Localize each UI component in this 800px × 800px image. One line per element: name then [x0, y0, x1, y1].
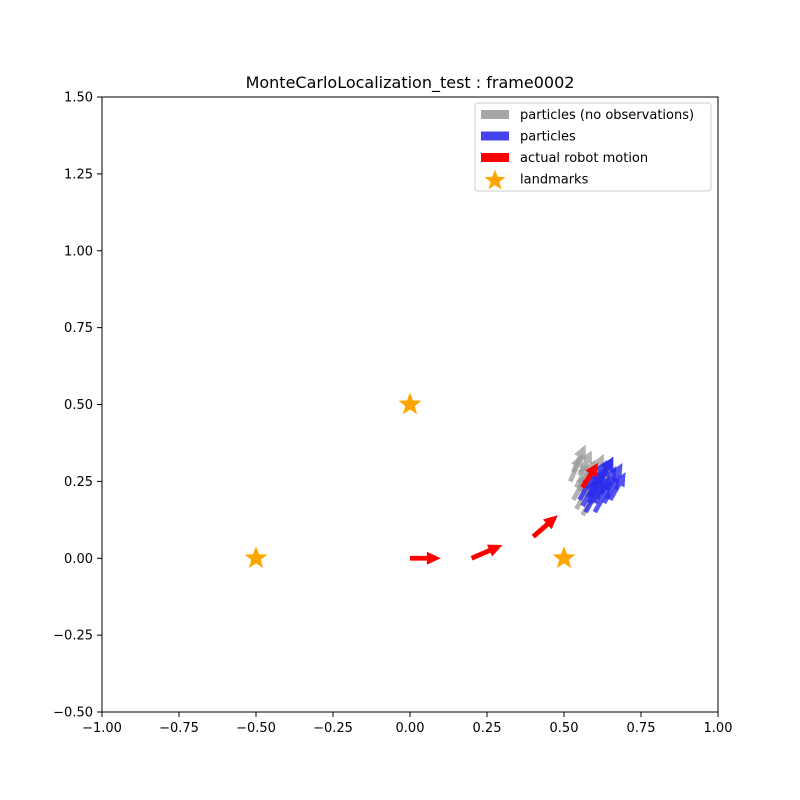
x-tick-label: −0.75 — [159, 721, 199, 736]
legend: particles (no observations) particles actu… — [474, 102, 712, 192]
x-tick-label: 0.50 — [550, 721, 579, 736]
legend-label: actual robot motion — [520, 151, 648, 166]
particle-arrow — [598, 456, 614, 483]
legend-box — [474, 102, 712, 192]
y-tick-label: 0.50 — [64, 398, 93, 413]
landmark-star — [552, 546, 576, 568]
y-tick-label: 0.00 — [64, 552, 93, 567]
y-tick-label: −0.50 — [53, 706, 93, 721]
particle-no-obs-arrow — [574, 462, 589, 489]
landmark-star — [244, 546, 268, 568]
y-tick-label: 1.50 — [64, 91, 93, 106]
chart-title: MonteCarloLocalization_test : frame0002 — [246, 73, 575, 93]
legend-label: particles (no observations) — [520, 108, 694, 123]
x-tick-label: −0.25 — [313, 721, 353, 736]
legend-label: particles — [520, 130, 576, 145]
axis-ticks: −1.00 −0.75 −0.50 −0.25 0.00 0.25 0.50 0.75 1.00… — [53, 91, 732, 737]
x-tick-label: −1.00 — [82, 721, 122, 736]
x-tick-label: 1.00 — [704, 721, 733, 736]
plot-marks — [244, 392, 626, 568]
y-tick-label: 0.25 — [64, 475, 93, 490]
legend-swatch — [481, 131, 509, 141]
particle-arrow — [586, 475, 604, 505]
legend-swatch — [481, 110, 509, 119]
x-tick-label: −0.50 — [236, 721, 276, 736]
particle-arrow — [608, 472, 626, 501]
legend-swatch — [481, 153, 509, 162]
landmark-star — [398, 392, 422, 415]
y-tick-label: 1.25 — [64, 167, 93, 182]
particle-arrow — [605, 462, 623, 492]
robot-motion-arrow — [531, 515, 558, 539]
legend-star-icon — [484, 169, 506, 190]
robot-motion-arrow — [410, 551, 441, 565]
y-tick-label: 1.00 — [64, 244, 93, 259]
particle-arrow — [592, 484, 611, 514]
particle-arrow — [598, 466, 617, 495]
y-tick-label: 0.75 — [64, 321, 93, 336]
x-tick-label: 0.25 — [473, 721, 502, 736]
particle-no-obs-arrow — [571, 444, 586, 474]
robot-motion-arrow — [470, 544, 503, 561]
x-tick-label: 0.00 — [396, 721, 425, 736]
legend-label: landmarks — [520, 173, 589, 188]
robot-motion-arrow — [580, 462, 598, 489]
x-tick-label: 0.75 — [627, 721, 656, 736]
y-tick-label: −0.25 — [53, 629, 93, 644]
